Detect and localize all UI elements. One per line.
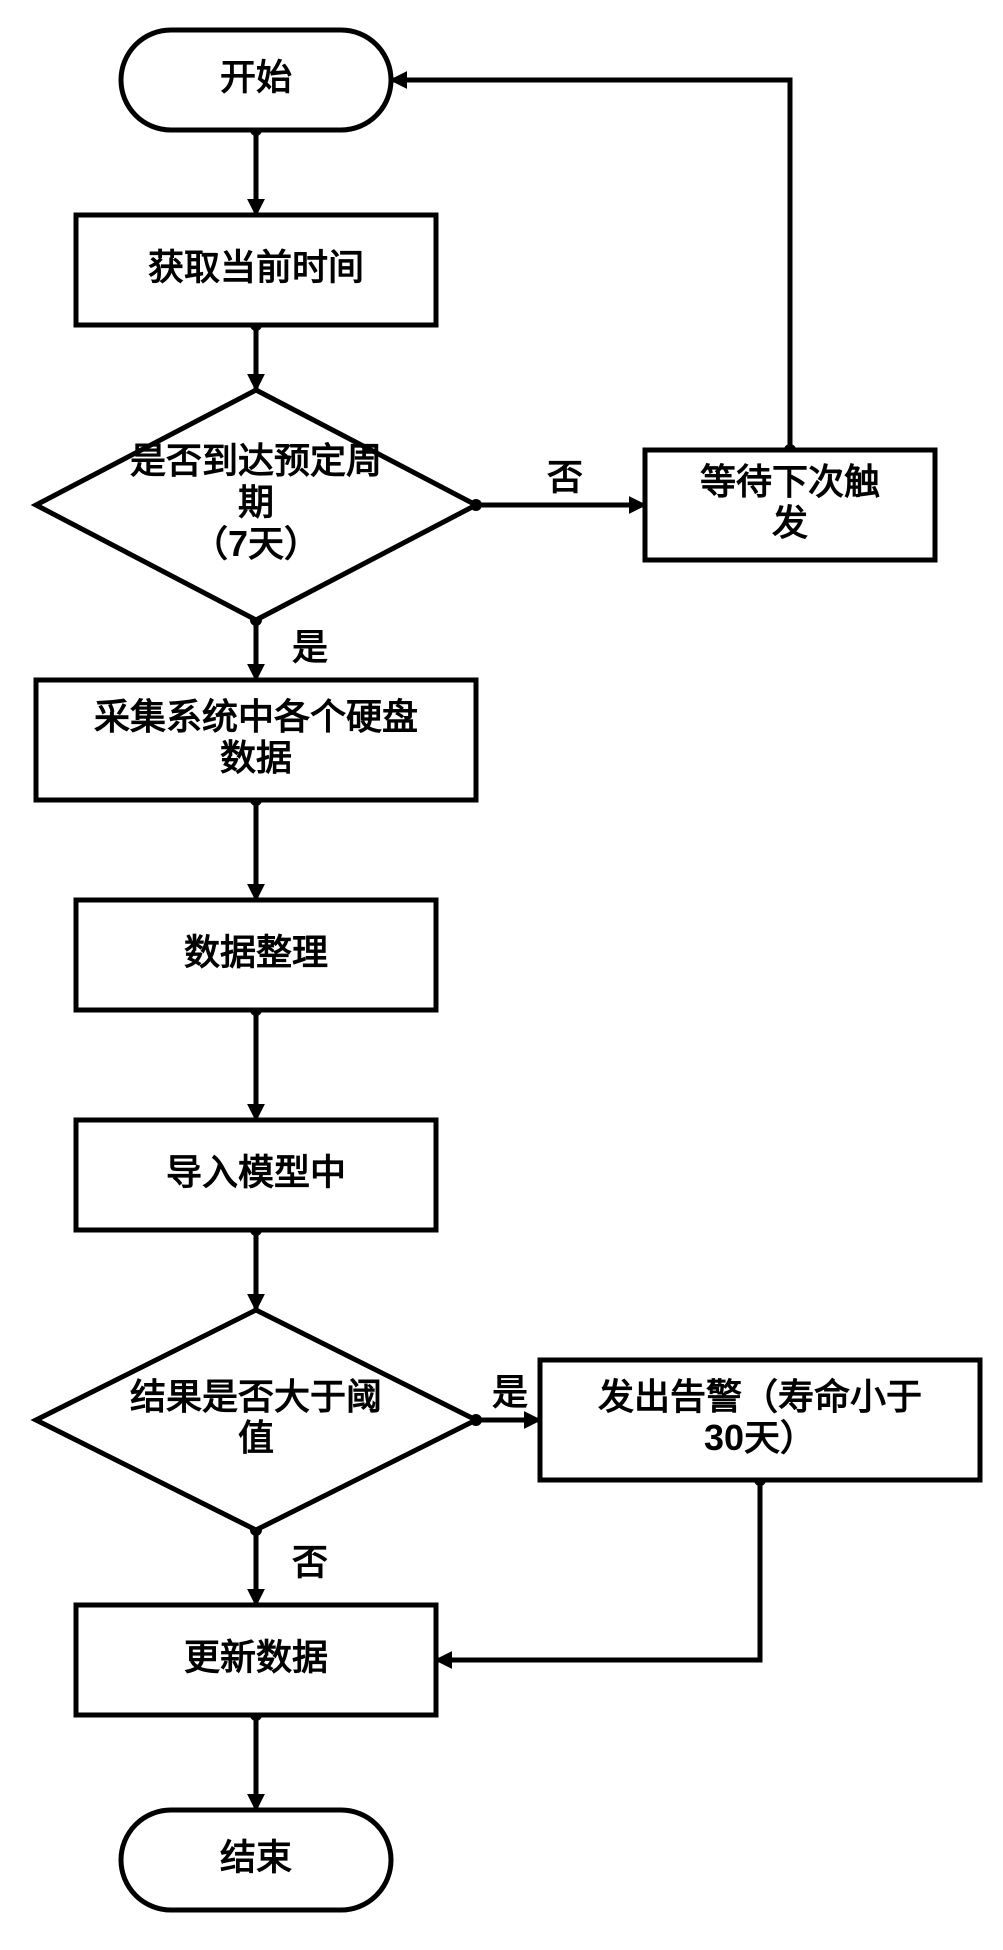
flowchart-canvas: 是否否是开始获取当前时间是否到达预定周期（7天）等待下次触发采集系统中各个硬盘数… [0,0,1003,1950]
node-end: 结束 [121,1810,391,1910]
edge-alarm-to-update [436,1480,760,1660]
node-text-thresh-line0: 结果是否大于阈 [130,1376,382,1417]
node-alarm: 发出告警（寿命小于30天） [540,1360,980,1480]
node-text-alarm-line1: 30天） [704,1417,816,1458]
node-text-cycle-line1: 期 [238,482,274,523]
node-wait: 等待下次触发 [645,450,935,560]
node-text-end-line0: 结束 [220,1837,292,1878]
node-text-arrange-line0: 数据整理 [184,932,328,973]
node-text-alarm-line0: 发出告警（寿命小于 [598,1376,922,1417]
edge-label-cycle-wait: 否 [547,457,583,498]
node-text-import-line0: 导入模型中 [166,1152,346,1193]
node-cycle: 是否到达预定周期（7天） [36,390,476,620]
node-text-cycle-line0: 是否到达预定周 [130,440,382,481]
edge-label-cycle-collect: 是 [292,627,328,668]
node-import: 导入模型中 [76,1120,436,1230]
node-text-collect-line1: 数据 [220,737,292,778]
edge-label-thresh-alarm: 是 [492,1372,528,1413]
node-text-wait-line1: 发 [772,502,808,543]
nodes-layer: 开始获取当前时间是否到达预定周期（7天）等待下次触发采集系统中各个硬盘数据数据整… [36,30,980,1910]
node-text-thresh-line1: 值 [238,1417,274,1458]
node-text-start-line0: 开始 [220,57,292,98]
edge-wait-to-start [391,80,790,450]
node-text-update-line0: 更新数据 [184,1637,328,1678]
node-thresh: 结果是否大于阈值 [36,1310,476,1530]
node-start: 开始 [121,30,391,130]
node-update: 更新数据 [76,1605,436,1715]
node-arrange: 数据整理 [76,900,436,1010]
node-text-collect-line0: 采集系统中各个硬盘 [94,696,418,737]
node-gettime: 获取当前时间 [76,215,436,325]
node-text-gettime-line0: 获取当前时间 [148,247,364,288]
node-text-cycle-line2: （7天） [192,523,320,564]
node-text-wait-line0: 等待下次触 [700,461,880,502]
edge-label-thresh-update: 否 [292,1542,328,1583]
node-collect: 采集系统中各个硬盘数据 [36,680,476,800]
